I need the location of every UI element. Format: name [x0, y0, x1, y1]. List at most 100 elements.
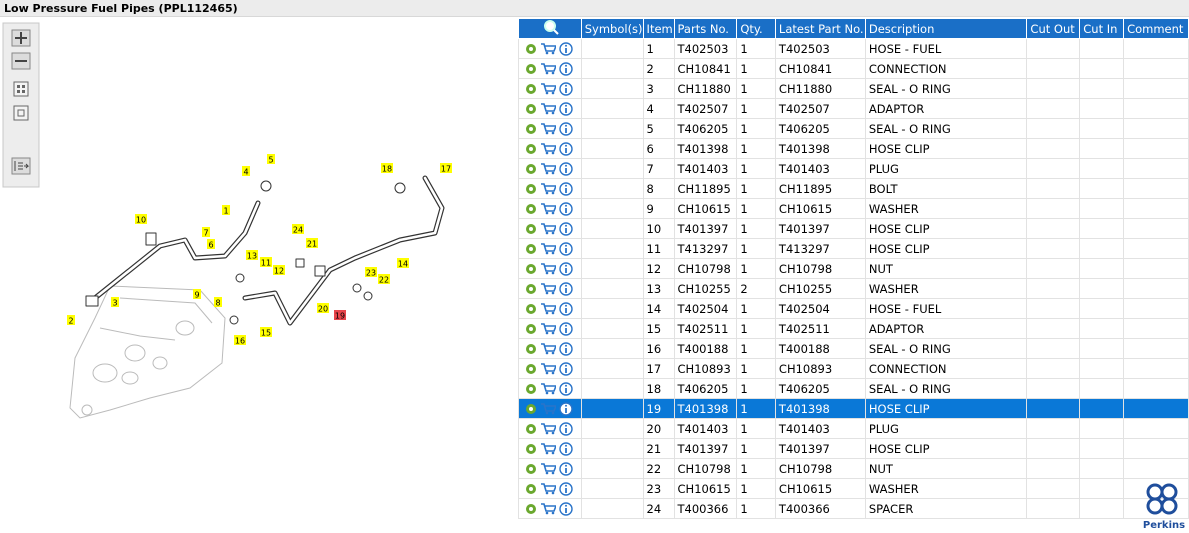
comment-cell: [1123, 38, 1189, 59]
parts-no: T401397: [673, 438, 738, 459]
item: 16: [642, 338, 675, 359]
table-row[interactable]: 6 T401398 1 T401398 HOSE CLIP: [518, 138, 1189, 159]
export-button[interactable]: [11, 157, 31, 175]
cut-in-cell: [1079, 238, 1125, 259]
item: 21: [642, 438, 675, 459]
callout-box: [378, 274, 390, 284]
parts-no: T401403: [673, 418, 738, 439]
qty: 1: [736, 178, 776, 199]
table-row[interactable]: 11 T413297 1 T413297 HOSE CLIP: [518, 238, 1189, 259]
cut-out-cell: [1026, 138, 1081, 159]
callout-box: [242, 166, 250, 176]
callout-label: 8: [215, 299, 220, 308]
table-row[interactable]: 14 T402504 1 T402504 HOSE - FUEL: [518, 298, 1189, 319]
hoses: [85, 175, 445, 326]
table-row[interactable]: 18 T406205 1 T406205 SEAL - O RING: [518, 378, 1189, 399]
table-row[interactable]: 24 T400366 1 T400366 SPACER: [518, 498, 1189, 519]
cut-out-cell: [1026, 218, 1081, 239]
callout-label: 24: [293, 226, 303, 235]
row-actions: [518, 238, 582, 259]
cut-out-cell: [1026, 398, 1081, 419]
callout-box: [397, 258, 409, 268]
table-row[interactable]: 1 T402503 1 T402503 HOSE - FUEL: [518, 38, 1189, 59]
table-row[interactable]: 7 T401403 1 T401403 PLUG: [518, 158, 1189, 179]
item: 20: [642, 418, 675, 439]
parts-no: T402507: [673, 98, 738, 119]
table-row[interactable]: 23 CH10615 1 CH10615 WASHER: [518, 478, 1189, 499]
table-row[interactable]: 8 CH11895 1 CH11895 BOLT: [518, 178, 1189, 199]
description: NUT: [864, 258, 1028, 279]
latest-part-no: CH10615: [774, 478, 866, 499]
qty: 1: [736, 238, 776, 259]
row-actions: [518, 298, 582, 319]
fit-button[interactable]: [13, 81, 29, 97]
latest-part-no: T402504: [774, 298, 866, 319]
latest-part-no: T401397: [774, 218, 866, 239]
parts-no: CH10615: [673, 478, 738, 499]
comment-cell: [1123, 98, 1189, 119]
callout-label: 17: [441, 165, 451, 174]
table-row[interactable]: 10 T401397 1 T401397 HOSE CLIP: [518, 218, 1189, 239]
symbols-cell: [580, 478, 644, 499]
table-row[interactable]: 17 CH10893 1 CH10893 CONNECTION: [518, 358, 1189, 379]
latest-part-no: CH10255: [774, 278, 866, 299]
comment-cell: [1123, 378, 1189, 399]
qty: 1: [736, 378, 776, 399]
cut-in-cell: [1079, 458, 1125, 479]
zoom-in-button[interactable]: [11, 29, 31, 47]
comment-cell: [1123, 398, 1189, 419]
item: 11: [642, 238, 675, 259]
parts-no: CH10255: [673, 278, 738, 299]
description: HOSE CLIP: [864, 138, 1028, 159]
table-row[interactable]: 21 T401397 1 T401397 HOSE CLIP: [518, 438, 1189, 459]
table-row[interactable]: 22 CH10798 1 CH10798 NUT: [518, 458, 1189, 479]
callout-label: 12: [274, 267, 284, 276]
table-row[interactable]: 5 T406205 1 T406205 SEAL - O RING: [518, 118, 1189, 139]
table-row[interactable]: 19 T401398 1 T401398 HOSE CLIP: [518, 398, 1189, 419]
actual-size-button[interactable]: [13, 105, 29, 121]
zoom-out-button[interactable]: [11, 52, 31, 70]
table-row[interactable]: 16 T400188 1 T400188 SEAL - O RING: [518, 338, 1189, 359]
description: NUT: [864, 458, 1028, 479]
parts-no: CH10798: [673, 458, 738, 479]
latest-part-no: T402507: [774, 98, 866, 119]
latest-part-no: T401397: [774, 438, 866, 459]
callout-box: [135, 214, 147, 224]
description: ADAPTOR: [864, 98, 1028, 119]
symbols-cell: [580, 458, 644, 479]
comment-cell: [1123, 58, 1189, 79]
row-actions: [518, 478, 582, 499]
callout-label: 22: [379, 276, 389, 285]
logo-text: Perkins: [1142, 520, 1186, 531]
qty: 1: [736, 98, 776, 119]
cut-in-cell: [1079, 178, 1125, 199]
table-row[interactable]: 12 CH10798 1 CH10798 NUT: [518, 258, 1189, 279]
item: 15: [642, 318, 675, 339]
symbols-cell: [580, 318, 644, 339]
table-row[interactable]: 9 CH10615 1 CH10615 WASHER: [518, 198, 1189, 219]
callout-label: 19: [335, 312, 345, 321]
qty: 1: [736, 398, 776, 419]
cut-out-cell: [1026, 38, 1081, 59]
table-row[interactable]: 4 T402507 1 T402507 ADAPTOR: [518, 98, 1189, 119]
table-row[interactable]: 3 CH11880 1 CH11880 SEAL - O RING: [518, 78, 1189, 99]
description: PLUG: [864, 158, 1028, 179]
cut-out-cell: [1026, 118, 1081, 139]
table-row[interactable]: 20 T401403 1 T401403 PLUG: [518, 418, 1189, 439]
logo: Perkins: [1140, 482, 1188, 532]
table-row[interactable]: 2 CH10841 1 CH10841 CONNECTION: [518, 58, 1189, 79]
callout-label: 4: [243, 168, 248, 177]
comment-cell: [1123, 238, 1189, 259]
column-header: Cut Out: [1026, 18, 1081, 39]
row-actions: [518, 38, 582, 59]
search-column[interactable]: [518, 18, 582, 39]
cut-in-cell: [1079, 78, 1125, 99]
table-row[interactable]: 15 T402511 1 T402511 ADAPTOR: [518, 318, 1189, 339]
description: SEAL - O RING: [864, 78, 1028, 99]
cut-out-cell: [1026, 238, 1081, 259]
qty: 1: [736, 158, 776, 179]
latest-part-no: T400366: [774, 498, 866, 519]
item: 22: [642, 458, 675, 479]
symbols-cell: [580, 418, 644, 439]
table-row[interactable]: 13 CH10255 2 CH10255 WASHER: [518, 278, 1189, 299]
